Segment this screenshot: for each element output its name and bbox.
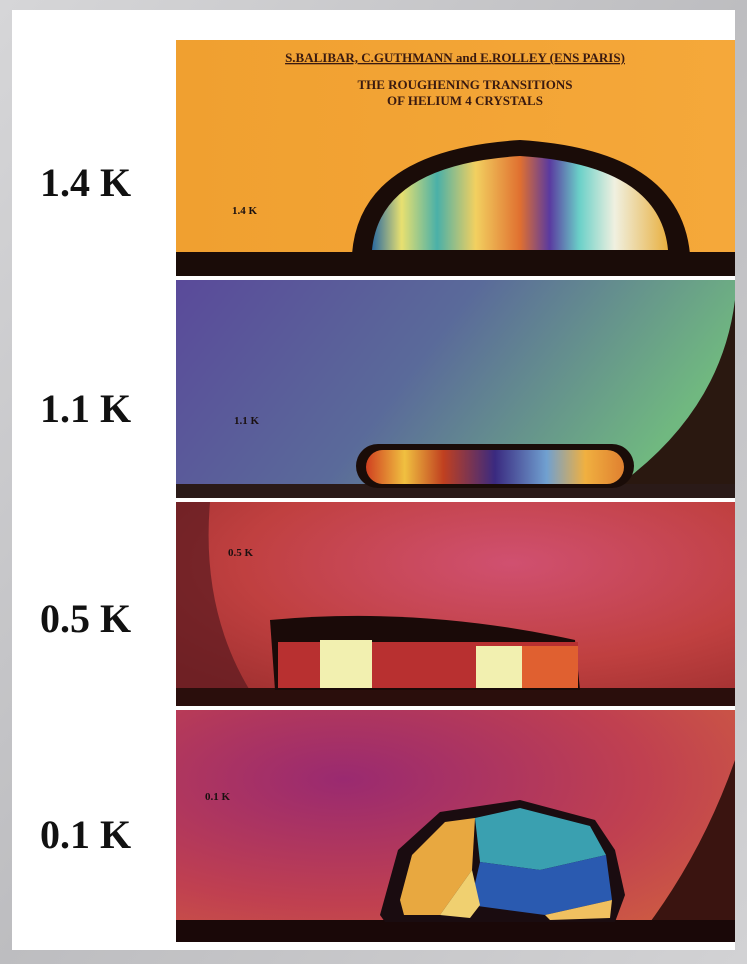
- temperature-label: 1.4 K: [40, 160, 131, 205]
- floor: [176, 688, 735, 706]
- crystal-face: [476, 646, 522, 688]
- inner-label: 0.1 K: [205, 791, 231, 803]
- title-line: OF HELIUM 4 CRYSTALS: [387, 93, 543, 108]
- temperature-label: 0.5 K: [40, 596, 131, 641]
- title-line: THE ROUGHENING TRANSITIONS: [357, 77, 572, 92]
- figure: S.BALIBAR, C.GUTHMANN and E.ROLLEY (ENS …: [0, 0, 747, 964]
- temperature-label: 0.1 K: [40, 812, 131, 857]
- inner-label: 1.4 K: [232, 205, 258, 217]
- crystal-face: [522, 646, 578, 688]
- floor: [176, 252, 735, 276]
- panel-4: 0.1 K: [176, 710, 735, 942]
- temperature-label: 1.1 K: [40, 386, 131, 431]
- panel-1: S.BALIBAR, C.GUTHMANN and E.ROLLEY (ENS …: [176, 40, 735, 276]
- crystal-face: [320, 640, 372, 688]
- inner-label: 1.1 K: [234, 415, 260, 427]
- inner-label: 0.5 K: [228, 547, 254, 559]
- credit: S.BALIBAR, C.GUTHMANN and E.ROLLEY (ENS …: [285, 50, 625, 65]
- crystal: [366, 450, 624, 484]
- panel-3: 0.5 K: [176, 502, 735, 706]
- panel-2: 1.1 K: [176, 280, 735, 498]
- floor: [176, 920, 735, 942]
